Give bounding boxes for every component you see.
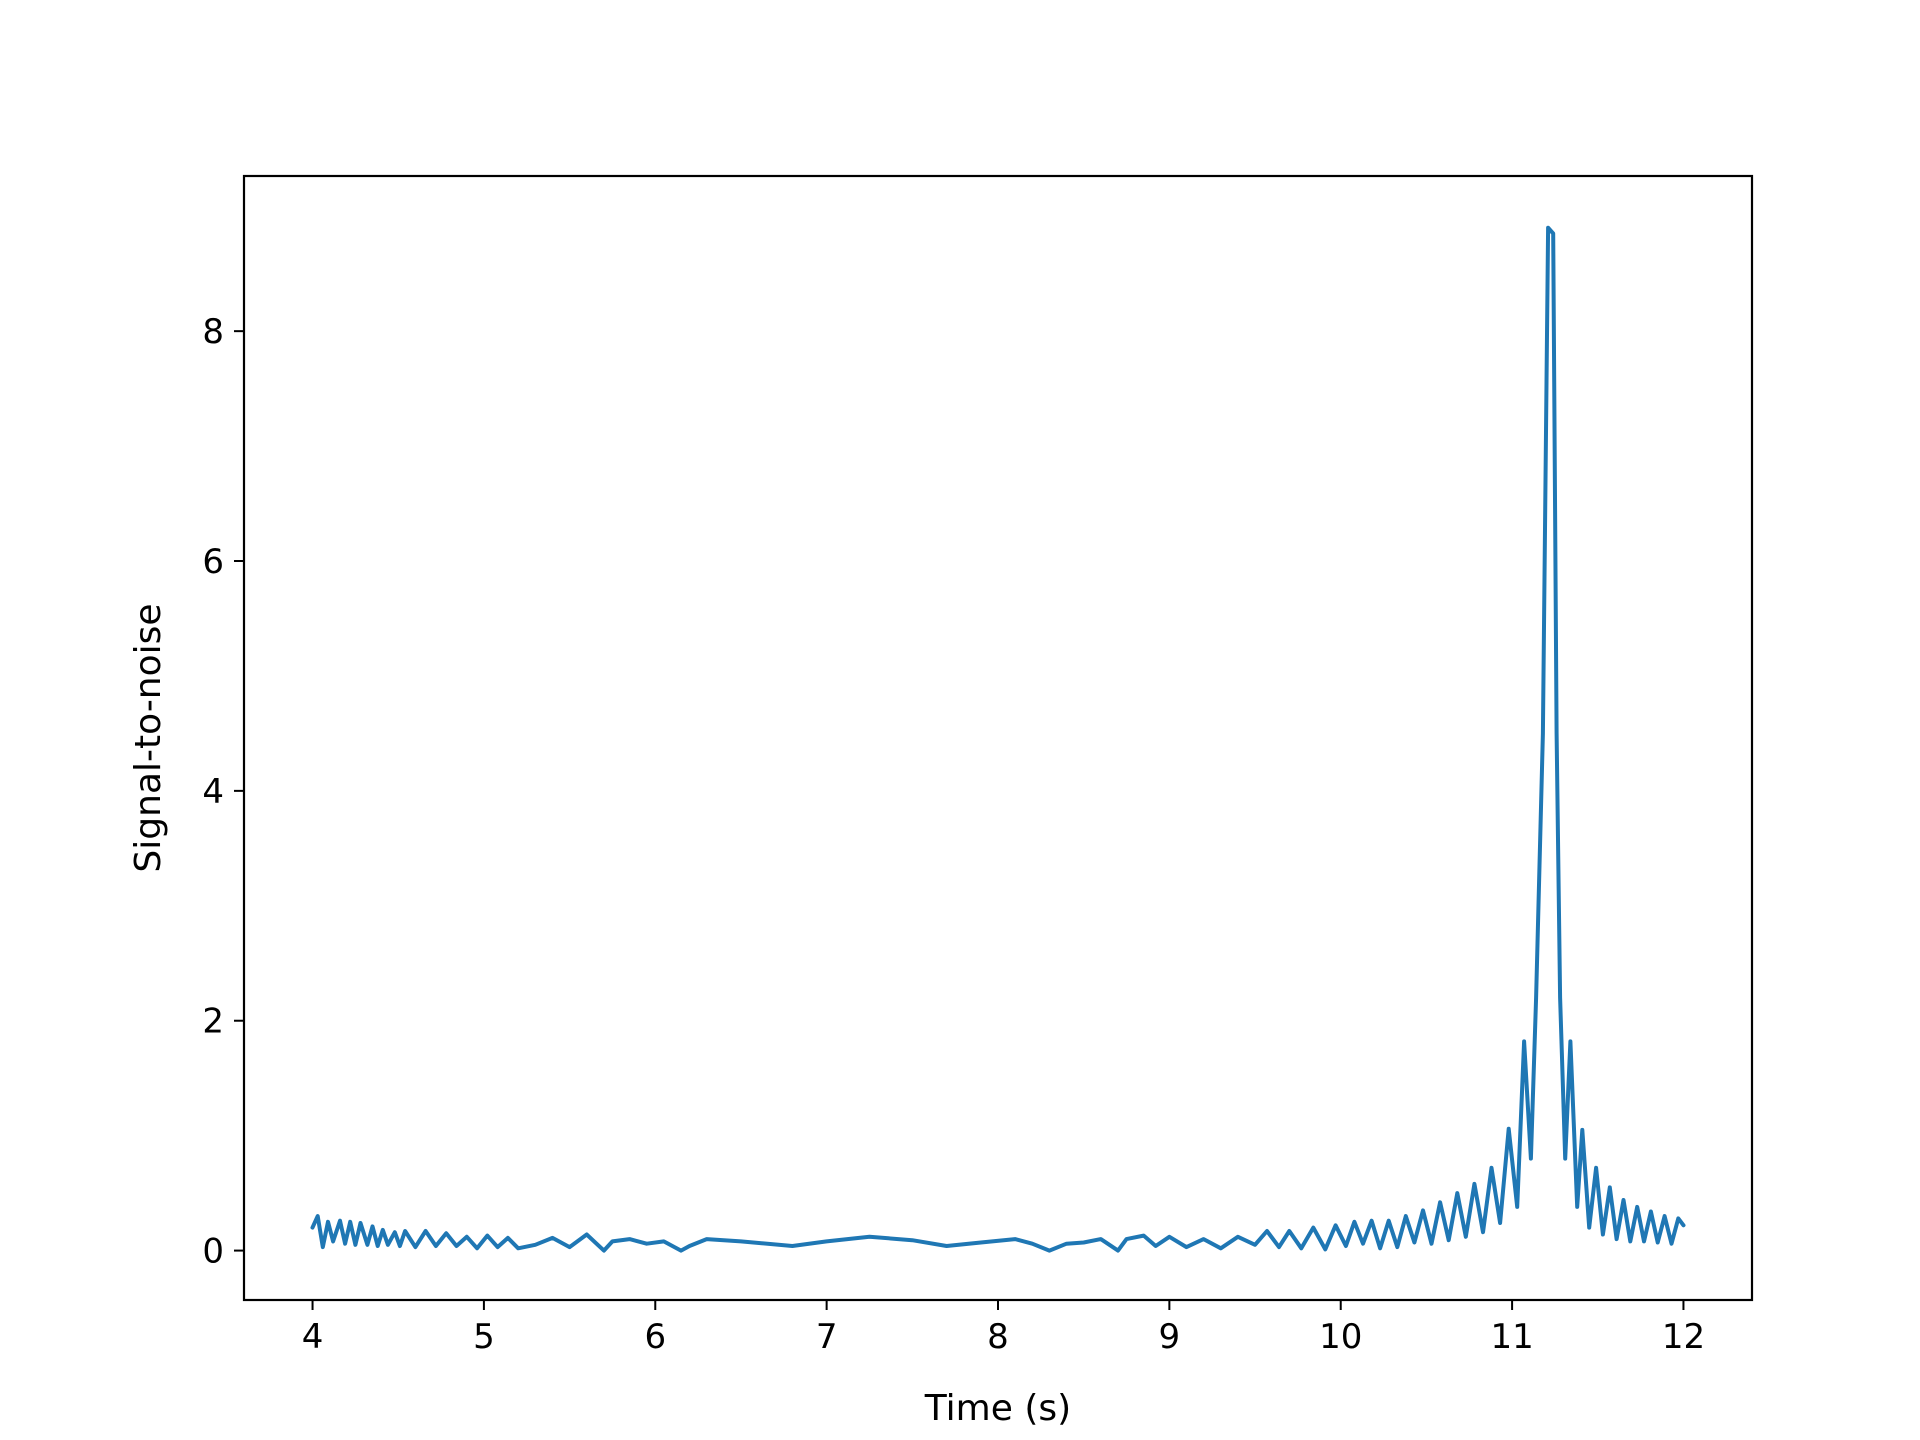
plot-frame	[242, 174, 1754, 1302]
ticks-layer: 4 5 6 7 8 9 10 11 12 0 2 4 6 8	[202, 312, 1705, 1357]
y-axis-label: Signal-to-noise	[128, 603, 169, 872]
x-axis-label: Time (s)	[924, 1388, 1071, 1429]
x-tick-label: 8	[987, 1317, 1009, 1357]
series-line-0	[310, 225, 1686, 1253]
x-tick-label: 7	[816, 1317, 838, 1357]
x-tick-label: 5	[473, 1317, 495, 1357]
y-tick-label: 2	[202, 1002, 224, 1042]
x-tick-label: 10	[1319, 1317, 1362, 1357]
plot-layer	[310, 225, 1686, 1253]
x-tick-label: 4	[302, 1317, 324, 1357]
x-tick-label: 12	[1662, 1317, 1705, 1357]
y-tick-label: 6	[202, 542, 224, 582]
x-tick-label: 9	[1159, 1317, 1181, 1357]
y-tick-label: 4	[202, 772, 224, 812]
x-tick-label: 11	[1490, 1317, 1533, 1357]
y-tick-label: 0	[202, 1232, 224, 1272]
y-tick-label: 8	[202, 312, 224, 352]
x-tick-label: 6	[644, 1317, 666, 1357]
